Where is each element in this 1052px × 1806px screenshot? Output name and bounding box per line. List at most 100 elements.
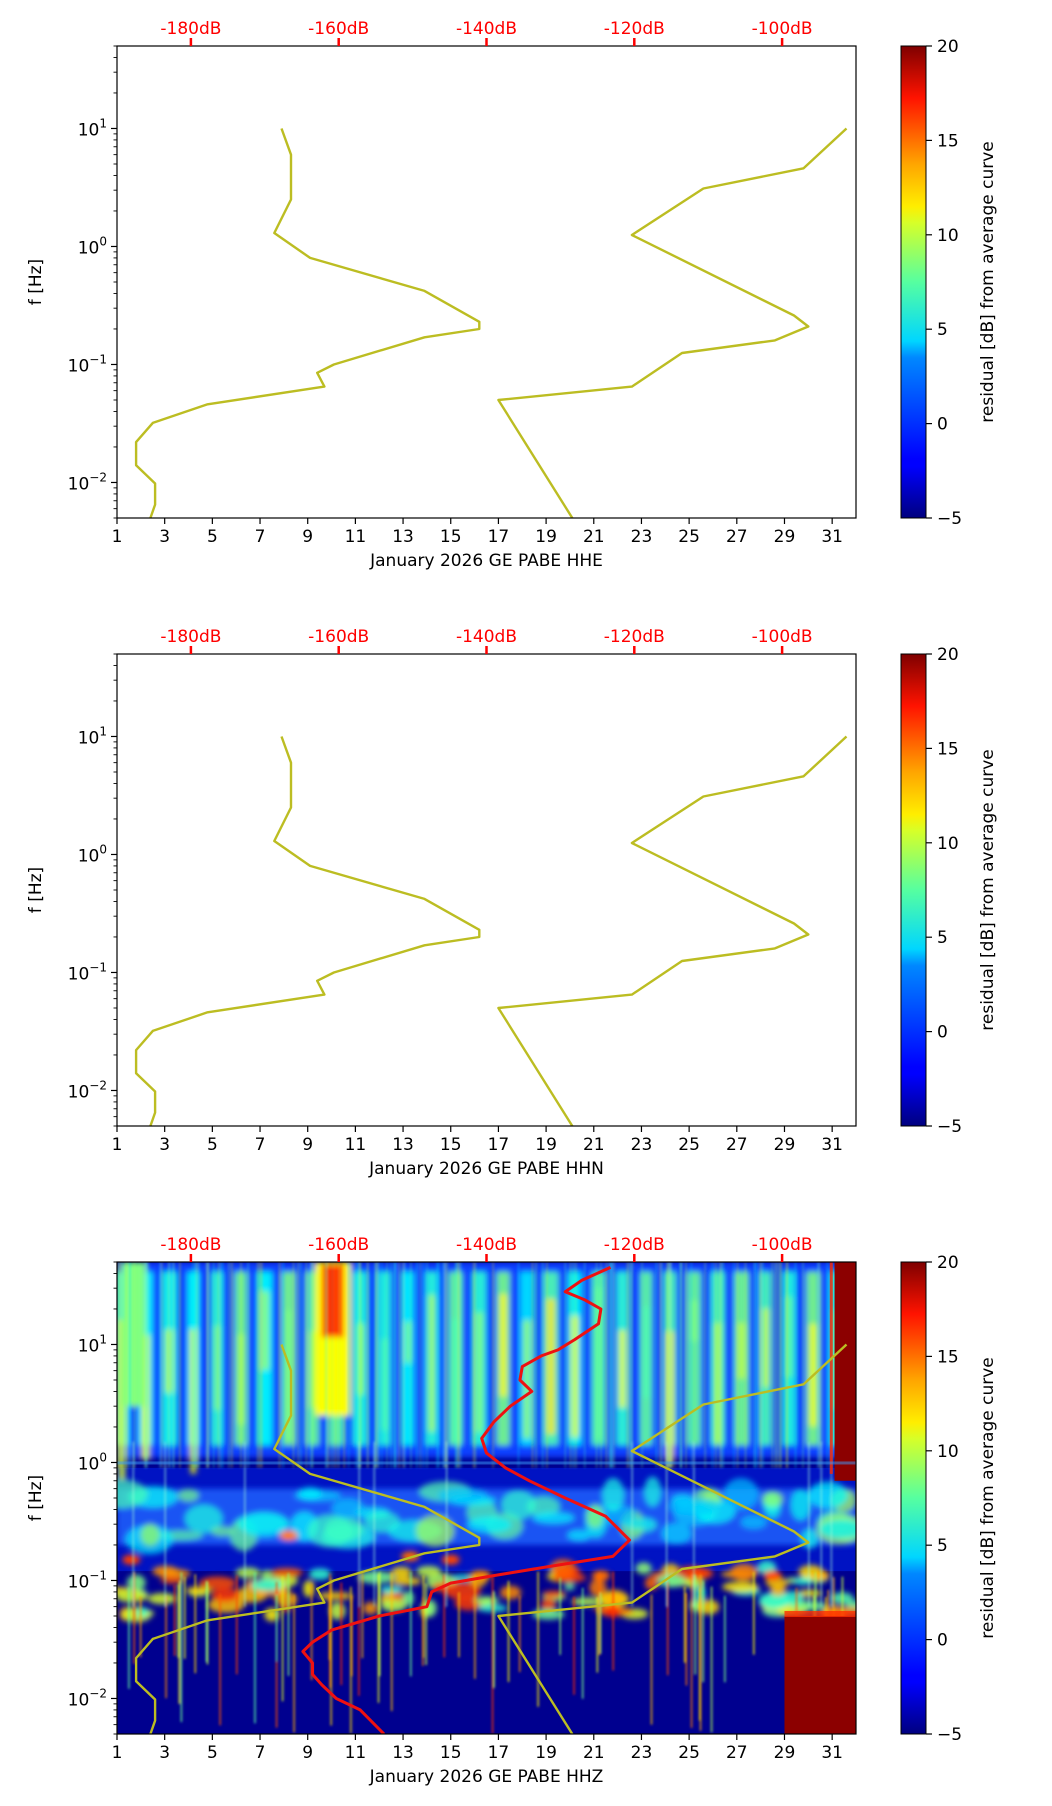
colorbar-tick-label: 10	[937, 834, 959, 854]
y-axis-label: f [Hz]	[26, 259, 46, 305]
x-tick-label: 31	[821, 1135, 843, 1155]
top-db-label: -160dB	[308, 627, 369, 647]
x-tick-label: 15	[440, 1743, 462, 1763]
x-tick-label: 23	[631, 1743, 653, 1763]
colorbar-tick-label: 20	[937, 1253, 959, 1273]
x-tick-label: 9	[302, 1743, 313, 1763]
top-db-label: -100dB	[752, 1235, 813, 1255]
x-tick-label: 9	[302, 1135, 313, 1155]
y-tick-label: 100	[78, 234, 107, 258]
x-tick-label: 23	[631, 1135, 653, 1155]
y-tick-label: 10−1	[68, 352, 107, 376]
plot-frame	[116, 653, 857, 1127]
top-db-label: -160dB	[308, 19, 369, 39]
x-tick-label: 7	[255, 1743, 266, 1763]
colorbar-tick-label: 0	[937, 1631, 948, 1651]
x-tick-label: 7	[255, 1135, 266, 1155]
x-tick-label: 27	[726, 527, 748, 547]
top-db-label: -120dB	[604, 19, 665, 39]
colorbar-tick-label: 10	[937, 1442, 959, 1462]
spectrogram	[117, 1262, 856, 1734]
top-db-label: -140dB	[456, 19, 517, 39]
x-tick-label: 19	[535, 1743, 557, 1763]
colorbar-tick-label: 20	[937, 645, 959, 665]
plot-frame	[116, 45, 857, 519]
top-db-label: -140dB	[456, 1235, 517, 1255]
series-line-2	[497, 1343, 848, 1734]
x-tick-label: 1	[112, 1743, 123, 1763]
x-tick-label: 31	[821, 1743, 843, 1763]
y-tick-label: 10−1	[68, 1568, 107, 1592]
colorbar-label: residual [dB] from average curve	[978, 749, 998, 1030]
x-axis-label: January 2026 GE PABE HHE	[369, 551, 603, 571]
y-tick-label: 10−2	[68, 1686, 107, 1710]
colorbar-tick-label: 10	[937, 226, 959, 246]
y-tick-label: 10−2	[68, 1078, 107, 1102]
x-axis-label: January 2026 GE PABE HHZ	[369, 1767, 604, 1787]
x-tick-label: 9	[302, 527, 313, 547]
x-tick-label: 27	[726, 1135, 748, 1155]
x-tick-label: 13	[392, 1135, 414, 1155]
colorbar	[900, 45, 927, 519]
top-db-label: -180dB	[160, 627, 221, 647]
x-tick-label: 11	[345, 1135, 367, 1155]
colorbar-tick-label: 5	[937, 320, 948, 340]
y-axis-label: f [Hz]	[26, 1475, 46, 1521]
x-tick-label: 11	[345, 527, 367, 547]
colorbar-tick-label: −5	[937, 1725, 962, 1745]
x-tick-label: 15	[440, 527, 462, 547]
colorbar-tick-label: 15	[937, 1347, 959, 1367]
x-tick-label: 31	[821, 527, 843, 547]
y-tick-label: 101	[78, 724, 107, 748]
top-db-label: -180dB	[160, 1235, 221, 1255]
colorbar-tick-label: 15	[937, 131, 959, 151]
x-tick-label: 5	[207, 527, 218, 547]
x-tick-label: 3	[159, 527, 170, 547]
top-db-label: -120dB	[604, 627, 665, 647]
y-tick-label: 101	[78, 1332, 107, 1356]
y-tick-label: 101	[78, 116, 107, 140]
x-tick-label: 27	[726, 1743, 748, 1763]
y-tick-label: 10−2	[68, 470, 107, 494]
x-tick-label: 19	[535, 1135, 557, 1155]
colorbar-label: residual [dB] from average curve	[978, 1357, 998, 1638]
series-line-2	[497, 127, 848, 518]
top-db-label: -140dB	[456, 627, 517, 647]
colorbar-tick-label: 5	[937, 1536, 948, 1556]
x-tick-label: 19	[535, 527, 557, 547]
x-tick-label: 17	[488, 1743, 510, 1763]
x-tick-label: 13	[392, 1743, 414, 1763]
x-tick-label: 29	[774, 1135, 796, 1155]
x-tick-label: 23	[631, 527, 653, 547]
series-line-1	[134, 1344, 481, 1734]
x-tick-label: 5	[207, 1135, 218, 1155]
colorbar-tick-label: −5	[937, 1117, 962, 1137]
x-tick-label: 3	[159, 1743, 170, 1763]
x-tick-label: 1	[112, 527, 123, 547]
x-tick-label: 21	[583, 1135, 605, 1155]
colorbar-tick-label: 20	[937, 37, 959, 57]
y-tick-label: 10−1	[68, 960, 107, 984]
colorbar	[900, 1261, 927, 1735]
colorbar-tick-label: 0	[937, 415, 948, 435]
panel-hhn: 1 3 5 7 9 11 13 15 17 19 21 23 25 27 29 3110110010−110−…	[26, 627, 998, 1179]
colorbar	[900, 653, 927, 1127]
x-tick-label: 25	[678, 527, 700, 547]
colorbar-tick-label: 5	[937, 928, 948, 948]
x-tick-label: 15	[440, 1135, 462, 1155]
colorbar-tick-label: −5	[937, 509, 962, 529]
x-tick-label: 25	[678, 1743, 700, 1763]
top-db-label: -160dB	[308, 1235, 369, 1255]
x-tick-label: 5	[207, 1743, 218, 1763]
top-db-label: -100dB	[752, 627, 813, 647]
top-db-label: -180dB	[160, 19, 221, 39]
panel-hhe: 1 3 5 7 9 11 13 15 17 19 21 23 25 27 29 3110110010−110−…	[26, 19, 998, 571]
x-tick-label: 17	[488, 1135, 510, 1155]
colorbar-tick-label: 15	[937, 739, 959, 759]
y-axis-label: f [Hz]	[26, 867, 46, 913]
x-tick-label: 7	[255, 527, 266, 547]
panel-hhz: 1 3 5 7 9 11 13 15 17 19 21 23 25 27 29 3110110010−110−…	[26, 1235, 998, 1787]
x-tick-label: 13	[392, 527, 414, 547]
series-line-1	[134, 736, 481, 1126]
